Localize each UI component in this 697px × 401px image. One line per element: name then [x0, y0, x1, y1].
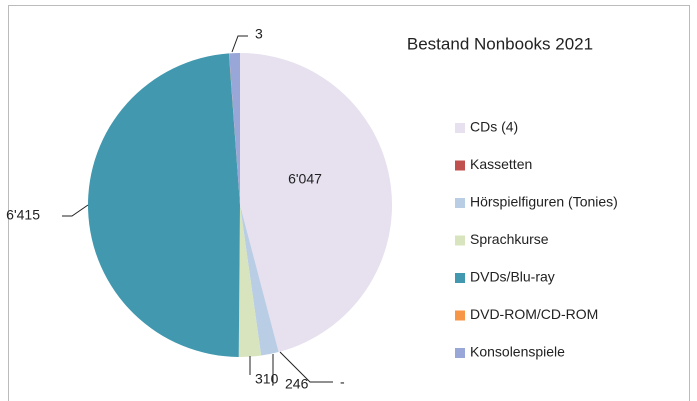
pie-slice — [240, 205, 279, 353]
legend-label: Hörspielfiguren (Tonies) — [470, 194, 618, 210]
data-label: 6'047 — [288, 171, 322, 187]
legend-swatch — [455, 310, 465, 321]
pie-slice — [238, 205, 262, 357]
leader-line — [272, 354, 274, 386]
data-label: 3 — [255, 26, 263, 42]
pie-slice — [228, 53, 240, 206]
data-label: 246 — [285, 376, 309, 392]
legend-swatch — [455, 235, 465, 246]
legend-label: Konsolenspiele — [470, 344, 565, 360]
legend-swatch — [455, 198, 465, 208]
chart-title: Bestand Nonbooks 2021 — [407, 34, 593, 53]
data-label: - — [340, 374, 345, 390]
legend-label: Kassetten — [470, 156, 532, 172]
legend-swatch — [455, 273, 465, 283]
leader-line — [279, 351, 333, 383]
legend-swatch — [455, 348, 465, 358]
data-label: 310 — [255, 371, 279, 387]
legend-label: CDs (4) — [470, 119, 518, 135]
legend-swatch — [455, 160, 465, 171]
pie-slice — [240, 205, 279, 356]
pie-slice — [240, 53, 393, 353]
pie-slice — [88, 53, 240, 357]
legend-label: Sprachkurse — [470, 231, 549, 247]
data-label: 6'415 — [6, 207, 40, 223]
legend-swatch — [455, 123, 465, 133]
leader-line — [231, 35, 248, 53]
legend-label: DVD-ROM/CD-ROM — [470, 306, 598, 322]
legend-label: DVDs/Blu-ray — [470, 269, 555, 285]
pie-slice — [229, 53, 240, 205]
leader-line — [62, 204, 89, 217]
